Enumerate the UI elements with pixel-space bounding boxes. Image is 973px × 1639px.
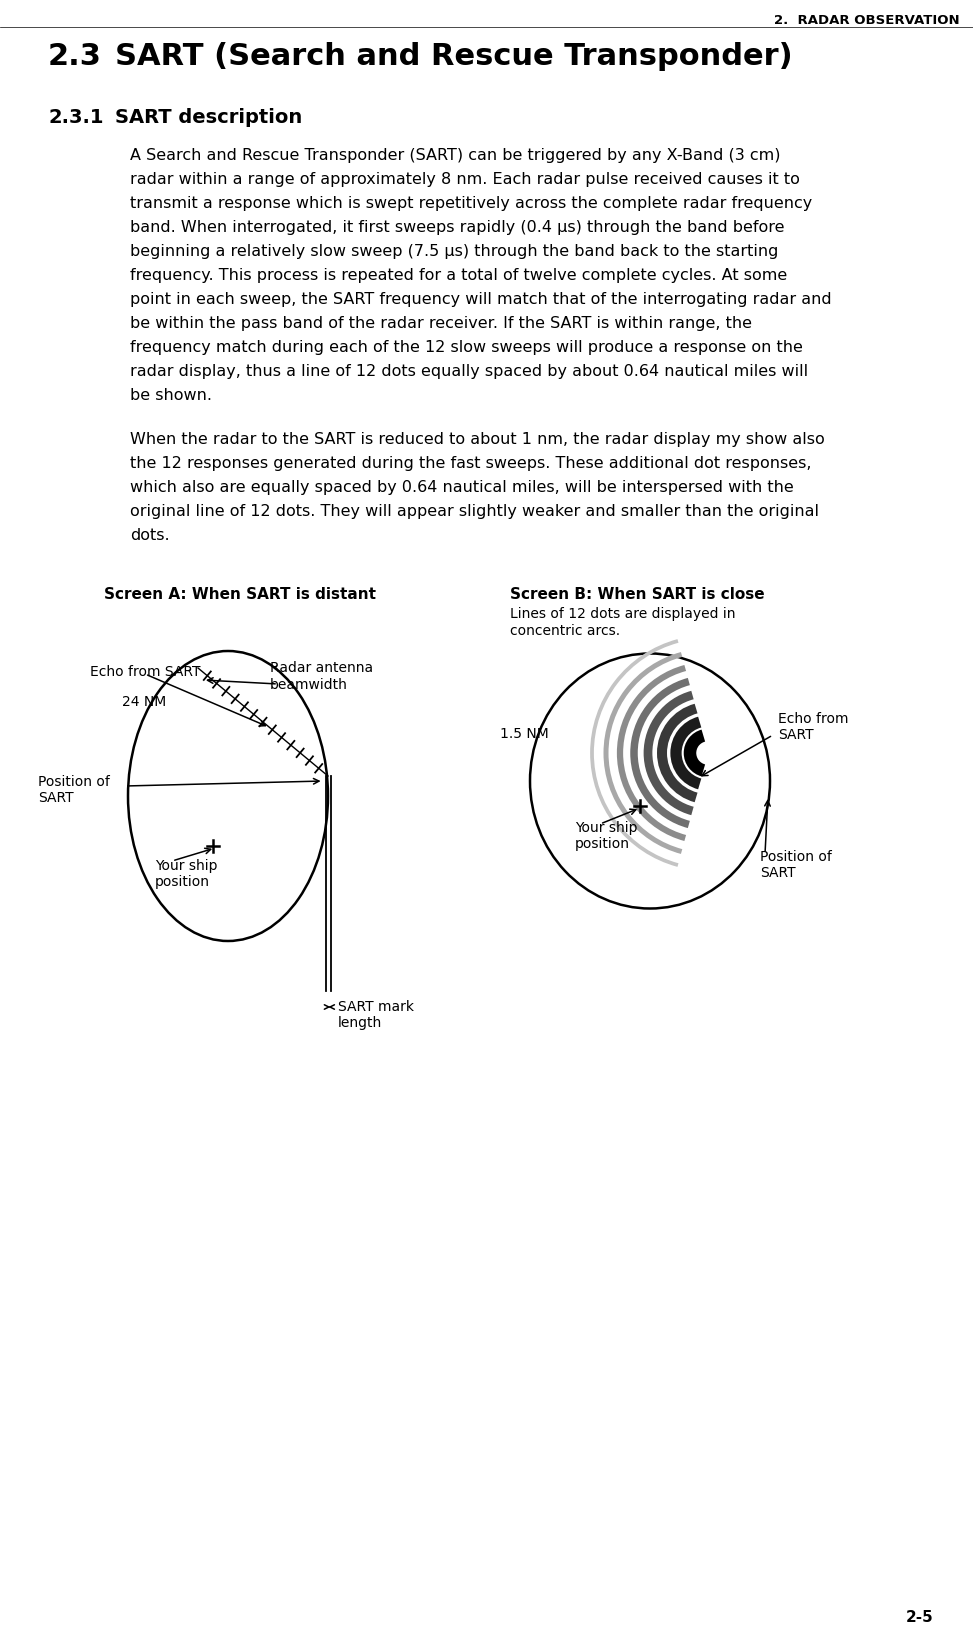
Text: Position of: Position of (760, 849, 832, 864)
Text: When the radar to the SART is reduced to about 1 nm, the radar display my show a: When the radar to the SART is reduced to… (130, 431, 825, 447)
Text: band. When interrogated, it first sweeps rapidly (0.4 μs) through the band befor: band. When interrogated, it first sweeps… (130, 220, 784, 234)
Text: 2.  RADAR OBSERVATION: 2. RADAR OBSERVATION (775, 15, 960, 26)
Text: be shown.: be shown. (130, 388, 212, 403)
Text: 2-5: 2-5 (906, 1609, 934, 1624)
Text: SART: SART (760, 865, 796, 880)
Text: SART (Search and Rescue Transponder): SART (Search and Rescue Transponder) (115, 43, 793, 70)
Text: which also are equally spaced by 0.64 nautical miles, will be interspersed with : which also are equally spaced by 0.64 na… (130, 480, 794, 495)
Text: original line of 12 dots. They will appear slightly weaker and smaller than the : original line of 12 dots. They will appe… (130, 503, 819, 518)
Text: Echo from: Echo from (778, 711, 848, 726)
Text: position: position (575, 836, 630, 851)
Text: frequency match during each of the 12 slow sweeps will produce a response on the: frequency match during each of the 12 sl… (130, 339, 803, 354)
Text: radar display, thus a line of 12 dots equally spaced by about 0.64 nautical mile: radar display, thus a line of 12 dots eq… (130, 364, 809, 379)
Text: Lines of 12 dots are displayed in: Lines of 12 dots are displayed in (510, 606, 736, 621)
Text: dots.: dots. (130, 528, 169, 543)
Text: radar within a range of approximately 8 nm. Each radar pulse received causes it : radar within a range of approximately 8 … (130, 172, 800, 187)
Text: Radar antenna: Radar antenna (270, 661, 373, 675)
Text: Position of: Position of (38, 775, 110, 788)
Text: Your ship: Your ship (155, 859, 218, 872)
Text: point in each sweep, the SART frequency will match that of the interrogating rad: point in each sweep, the SART frequency … (130, 292, 832, 306)
Text: transmit a response which is swept repetitively across the complete radar freque: transmit a response which is swept repet… (130, 197, 812, 211)
Text: Screen A: When SART is distant: Screen A: When SART is distant (104, 587, 376, 602)
Text: SART description: SART description (115, 108, 303, 126)
Text: beginning a relatively slow sweep (7.5 μs) through the band back to the starting: beginning a relatively slow sweep (7.5 μ… (130, 244, 778, 259)
Text: be within the pass band of the radar receiver. If the SART is within range, the: be within the pass band of the radar rec… (130, 316, 752, 331)
Text: frequency. This process is repeated for a total of twelve complete cycles. At so: frequency. This process is repeated for … (130, 267, 787, 284)
Text: 24 NM: 24 NM (122, 695, 166, 708)
Text: A Search and Rescue Transponder (SART) can be triggered by any X-Band (3 cm): A Search and Rescue Transponder (SART) c… (130, 148, 780, 162)
Text: concentric arcs.: concentric arcs. (510, 623, 620, 638)
Text: beamwidth: beamwidth (270, 677, 348, 692)
Text: 1.5 NM: 1.5 NM (500, 726, 549, 741)
Text: 2.3: 2.3 (48, 43, 102, 70)
Ellipse shape (128, 652, 328, 941)
Text: Screen B: When SART is close: Screen B: When SART is close (510, 587, 765, 602)
Text: SART: SART (778, 728, 813, 741)
Text: SART: SART (38, 790, 74, 805)
Text: position: position (155, 875, 210, 888)
Text: length: length (338, 1016, 382, 1029)
Text: the 12 responses generated during the fast sweeps. These additional dot response: the 12 responses generated during the fa… (130, 456, 811, 470)
Text: Your ship: Your ship (575, 821, 637, 834)
Ellipse shape (530, 654, 770, 910)
Text: SART mark: SART mark (338, 1000, 414, 1013)
Text: 2.3.1: 2.3.1 (48, 108, 103, 126)
Text: Echo from SART: Echo from SART (90, 664, 200, 679)
